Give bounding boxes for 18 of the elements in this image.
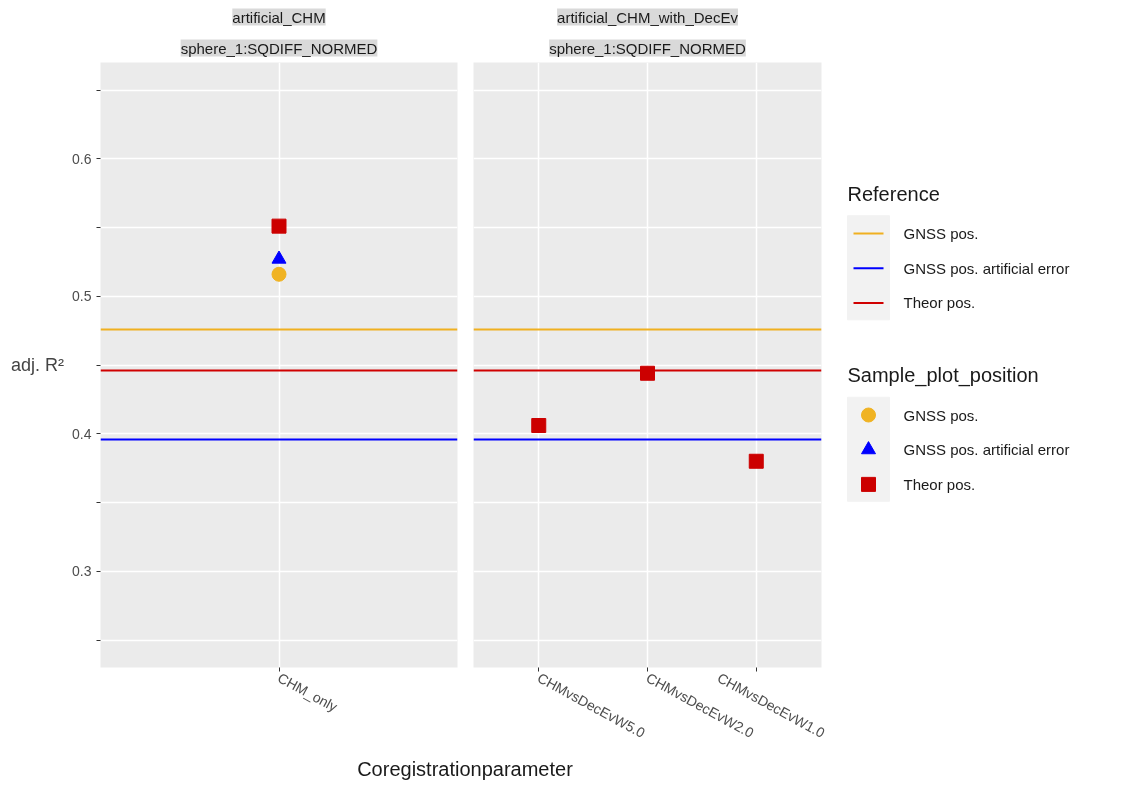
legend-label: GNSS pos.: [903, 406, 979, 424]
y-tick-label: 0.6: [72, 150, 92, 167]
legend-label: Theor pos.: [903, 475, 976, 493]
x-axis-title: Coregistrationparameter: [356, 757, 574, 782]
legend-label: Theor pos.: [903, 294, 976, 312]
legend-title: Reference: [847, 182, 940, 205]
legend-label: GNSS pos. artificial error: [903, 259, 1070, 277]
legend-title: Sample_plot_position: [847, 363, 1039, 387]
chart-title: artificial_CHM: [232, 8, 326, 26]
legend-label: GNSS pos. artificial error: [903, 441, 1070, 459]
y-tick-label: 0.3: [72, 563, 92, 580]
y-tick-label: 0.5: [72, 288, 92, 305]
chart-subtitle: sphere_1:SQDIFF_NORMED: [549, 39, 747, 57]
chart-subtitle: sphere_1:SQDIFF_NORMED: [180, 39, 378, 57]
legend-label: GNSS pos.: [903, 225, 979, 243]
y-tick-label: 0.4: [72, 425, 92, 442]
chart-title: artificial_CHM_with_DecEv: [557, 8, 739, 26]
y-axis-title: adj. R²: [11, 355, 65, 375]
